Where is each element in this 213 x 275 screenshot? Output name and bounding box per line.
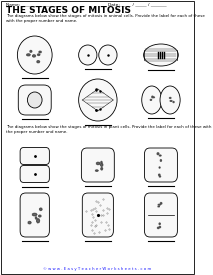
FancyBboxPatch shape bbox=[20, 193, 49, 237]
Polygon shape bbox=[28, 221, 31, 224]
Polygon shape bbox=[157, 153, 159, 155]
Ellipse shape bbox=[142, 86, 162, 114]
Polygon shape bbox=[159, 155, 161, 156]
Polygon shape bbox=[150, 99, 152, 100]
Text: Name: ___________________: Name: ___________________ bbox=[6, 2, 65, 6]
Polygon shape bbox=[27, 54, 30, 56]
Circle shape bbox=[99, 45, 117, 65]
Polygon shape bbox=[39, 51, 41, 53]
Polygon shape bbox=[101, 164, 103, 166]
Polygon shape bbox=[160, 202, 162, 204]
Text: The diagrams below show the stages of mitosis in animal cells. Provide the label: The diagrams below show the stages of mi… bbox=[6, 14, 205, 23]
FancyBboxPatch shape bbox=[18, 85, 51, 115]
Text: Date:_____ / _____ / _______: Date:_____ / _____ / _______ bbox=[108, 2, 167, 6]
FancyBboxPatch shape bbox=[82, 193, 113, 237]
Polygon shape bbox=[101, 161, 102, 163]
Polygon shape bbox=[159, 176, 161, 177]
Circle shape bbox=[79, 79, 117, 121]
Circle shape bbox=[79, 45, 97, 65]
Polygon shape bbox=[96, 170, 98, 171]
Text: THE STAGES OF MITOSIS: THE STAGES OF MITOSIS bbox=[6, 6, 131, 15]
Polygon shape bbox=[37, 219, 40, 223]
Polygon shape bbox=[101, 167, 103, 170]
FancyBboxPatch shape bbox=[81, 148, 114, 182]
Polygon shape bbox=[158, 204, 160, 205]
Text: The diagrams below show the stages of mitosis in plant cells. Provide the label : The diagrams below show the stages of mi… bbox=[6, 125, 212, 134]
FancyBboxPatch shape bbox=[144, 193, 177, 237]
Ellipse shape bbox=[160, 86, 180, 114]
Polygon shape bbox=[37, 61, 40, 63]
FancyBboxPatch shape bbox=[20, 166, 49, 183]
Polygon shape bbox=[153, 97, 154, 98]
Polygon shape bbox=[158, 206, 160, 207]
Polygon shape bbox=[173, 101, 174, 103]
Circle shape bbox=[27, 92, 42, 108]
Text: © w w w . E a s y T e a c h e r W o r k s h e e t s . c o m: © w w w . E a s y T e a c h e r W o r k … bbox=[43, 267, 151, 271]
FancyBboxPatch shape bbox=[144, 148, 177, 182]
Polygon shape bbox=[159, 223, 160, 224]
Polygon shape bbox=[96, 162, 100, 164]
Polygon shape bbox=[30, 51, 32, 52]
Polygon shape bbox=[39, 215, 41, 217]
Polygon shape bbox=[159, 226, 161, 228]
Polygon shape bbox=[159, 167, 160, 168]
Polygon shape bbox=[38, 54, 40, 56]
Polygon shape bbox=[33, 213, 37, 216]
Polygon shape bbox=[158, 227, 159, 229]
Circle shape bbox=[17, 36, 52, 74]
Polygon shape bbox=[170, 97, 171, 98]
Ellipse shape bbox=[144, 44, 178, 66]
Polygon shape bbox=[152, 96, 153, 98]
Polygon shape bbox=[40, 208, 42, 210]
Polygon shape bbox=[159, 174, 160, 175]
Polygon shape bbox=[160, 160, 161, 161]
Polygon shape bbox=[33, 55, 35, 57]
Polygon shape bbox=[35, 217, 37, 219]
FancyBboxPatch shape bbox=[20, 147, 49, 164]
